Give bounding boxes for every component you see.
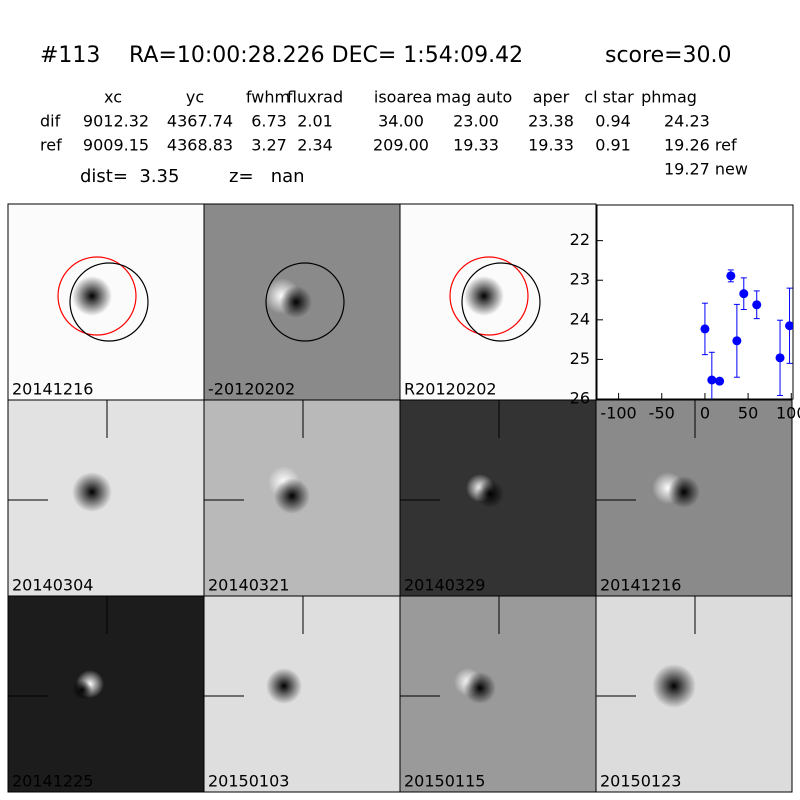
- y-tick-label: 24: [570, 309, 590, 328]
- source: [668, 476, 700, 508]
- panel-label: 20141216: [12, 380, 93, 399]
- panel-label: 20150103: [208, 772, 289, 791]
- aperture: [57, 256, 137, 336]
- column-header: isoarea: [374, 88, 432, 107]
- aperture: [265, 262, 345, 342]
- redshift: z= nan: [229, 166, 305, 187]
- source: [274, 478, 310, 514]
- point: [785, 321, 793, 331]
- table-cell: 209.00: [373, 136, 429, 155]
- panel-image: [203, 595, 401, 793]
- object-id: #113: [40, 43, 100, 68]
- row-label: dif: [40, 112, 61, 131]
- table-cell: 19.26 ref: [664, 136, 737, 155]
- light-curve: 22 23 24 25 26 -100 -50 0 50 100: [570, 204, 800, 423]
- table-cell: 19.33: [528, 136, 574, 155]
- x-tick-label: 50: [738, 404, 758, 423]
- point: [715, 376, 725, 386]
- table-cell: 4368.83: [167, 136, 233, 155]
- y-tick-label: 26: [570, 389, 590, 408]
- source: [72, 680, 92, 700]
- table-cell: 34.00: [378, 112, 424, 131]
- table-cell: 9009.15: [83, 136, 149, 155]
- panel-image: [7, 595, 205, 793]
- source: [72, 276, 112, 316]
- column-header: fwhm: [246, 88, 290, 107]
- table-cell: 6.73: [251, 112, 287, 131]
- source: [280, 286, 312, 318]
- phmag-new: 19.27 new: [664, 160, 748, 179]
- series: [700, 269, 793, 399]
- source: [476, 480, 504, 508]
- source: [464, 276, 504, 316]
- panel-label: 20150123: [600, 772, 681, 791]
- source: [266, 668, 302, 704]
- column-header: cl star: [584, 88, 634, 107]
- table-cell: 24.23: [664, 112, 710, 131]
- point: [726, 271, 736, 281]
- y-tick-label: 23: [570, 270, 590, 289]
- panel-image: [399, 595, 597, 793]
- panel-label: R20120202: [404, 380, 497, 399]
- panel-label: -20120202: [208, 380, 295, 399]
- point: [700, 324, 710, 334]
- panel-label: 20140329: [404, 576, 485, 595]
- row-label: ref: [40, 136, 62, 155]
- table-cell: 2.34: [297, 136, 333, 155]
- column-header: yc: [186, 88, 204, 107]
- table-cell: 23.38: [528, 112, 574, 131]
- point: [732, 336, 742, 346]
- point: [739, 289, 749, 299]
- point: [775, 353, 785, 363]
- x-tick-label: 0: [700, 404, 710, 423]
- panel-label: 20150115: [404, 772, 485, 791]
- y-tick-label: 22: [570, 230, 590, 249]
- table-cell: 0.94: [595, 112, 631, 131]
- image-panels: 20141216 -20120202 R20120202 20140304 201403…: [7, 203, 793, 793]
- panel-label: 20141216: [600, 576, 681, 595]
- source: [652, 664, 696, 708]
- coordinates: RA=10:00:28.226 DEC= 1:54:09.42: [129, 43, 523, 68]
- score: score=30.0: [605, 43, 732, 68]
- source: [464, 672, 496, 704]
- y-tick-label: 25: [570, 349, 590, 368]
- aperture: [461, 262, 541, 342]
- x-tick-label: -50: [649, 404, 675, 423]
- table-cell: 4367.74: [167, 112, 233, 131]
- x-tick-label: 100: [776, 404, 800, 423]
- table-cell: 0.91: [595, 136, 631, 155]
- distance: dist= 3.35: [80, 166, 179, 187]
- plot-area: [596, 204, 794, 400]
- table-cell: 3.27: [251, 136, 287, 155]
- table-cell: 2.01: [297, 112, 333, 131]
- column-header: phmag: [641, 88, 697, 107]
- x-tick-label: -100: [600, 404, 636, 423]
- point: [752, 300, 762, 310]
- table-cell: 23.00: [453, 112, 499, 131]
- panel-label: 20140321: [208, 576, 289, 595]
- panel-label: 20141225: [12, 772, 93, 791]
- column-header: aper: [533, 88, 570, 107]
- aperture: [69, 262, 149, 342]
- panel-label: 20140304: [12, 576, 93, 595]
- column-header: mag auto: [436, 88, 513, 107]
- column-header: fluxrad: [287, 88, 343, 107]
- aperture: [449, 256, 529, 336]
- column-header: xc: [104, 88, 122, 107]
- point: [707, 375, 717, 385]
- table-cell: 9012.32: [83, 112, 149, 131]
- source: [72, 472, 112, 512]
- table-cell: 19.33: [453, 136, 499, 155]
